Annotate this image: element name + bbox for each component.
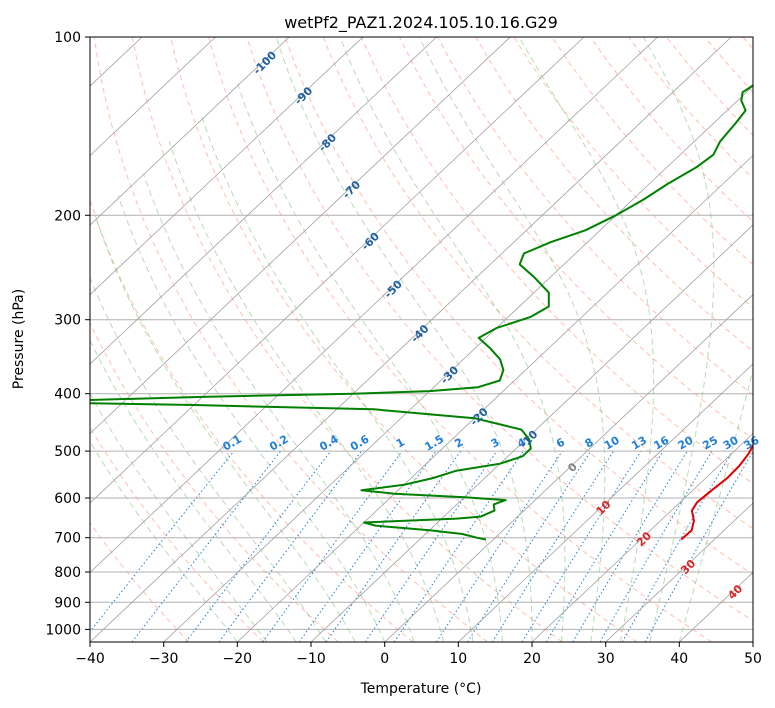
isotherm	[90, 37, 364, 296]
dewpoint-profile	[90, 84, 753, 541]
isotherm	[605, 502, 753, 642]
y-tick-label: 600	[54, 491, 81, 507]
x-axis: −40 −30 −20 −10 0 10 20 30 40 50	[75, 642, 762, 667]
isotherm	[90, 37, 216, 157]
moist-adiabat	[90, 339, 297, 642]
x-axis-title: Temperature (°C)	[360, 681, 482, 697]
y-tick-label: 900	[54, 595, 81, 611]
isotherm	[458, 363, 753, 642]
isotherm	[384, 293, 753, 642]
mixing-ratio-line	[467, 450, 592, 642]
isotherm	[237, 154, 753, 642]
x-tick-label: −40	[75, 651, 105, 667]
moist-adiabat	[339, 37, 566, 642]
x-tick-label: 20	[523, 651, 541, 667]
mixing-ratio-line	[364, 450, 498, 642]
moist-adiabat	[237, 83, 503, 642]
mixing-ratio-line	[545, 450, 664, 642]
temperature-profile	[680, 443, 753, 541]
mixing-ratio-line	[185, 450, 332, 642]
moist-adiabat	[200, 114, 474, 642]
isotherm	[90, 37, 585, 504]
y-tick-label: 500	[54, 444, 81, 460]
isotherm	[531, 432, 753, 642]
isotherm-lines	[90, 37, 753, 642]
moist-adiabat	[418, 37, 606, 642]
dry-adiabat	[475, 37, 753, 352]
y-tick-label: 800	[54, 565, 81, 581]
moist-adiabat	[142, 173, 415, 642]
mixing-ratio-line	[218, 450, 362, 642]
dry-adiabat	[170, 37, 638, 642]
isotherm	[90, 37, 511, 435]
mixing-ratio-line	[325, 450, 462, 642]
dry-adiabat	[131, 37, 563, 642]
mixing-ratio-line	[90, 450, 235, 633]
isotherm	[90, 37, 732, 642]
y-tick-label: 200	[54, 208, 81, 224]
dry-adiabat	[284, 37, 753, 576]
y-axis: 100 200 300 400 500 600 700 800 900 1000	[45, 30, 90, 638]
isotherm	[90, 37, 290, 226]
plot-frame	[89, 36, 754, 643]
y-axis-title: Pressure (hPa)	[11, 289, 27, 389]
dry-adiabat	[90, 521, 190, 642]
x-tick-label: 10	[449, 651, 467, 667]
chart-title: wetPf2_PAZ1.2024.105.10.16.G29	[284, 13, 558, 33]
x-tick-label: −20	[223, 651, 253, 667]
mixing-ratio-line	[262, 450, 403, 642]
x-tick-label: 30	[597, 651, 615, 667]
dry-adiabat	[398, 37, 753, 440]
moist-adiabat	[642, 37, 715, 642]
isotherm	[90, 37, 658, 574]
moist-adiabat	[90, 276, 327, 642]
dry-adiabat	[90, 198, 414, 642]
moist-adiabat	[275, 37, 533, 642]
dry-adiabat	[208, 37, 712, 642]
isotherm	[310, 224, 753, 642]
x-tick-label: 0	[380, 651, 389, 667]
y-tick-label: 100	[54, 30, 81, 46]
x-tick-label: −10	[296, 651, 326, 667]
x-tick-label: 40	[670, 651, 688, 667]
y-tick-label: 300	[54, 313, 81, 329]
profile-lines	[90, 84, 753, 541]
isotherm	[90, 37, 437, 365]
moist-adiabat	[678, 367, 753, 642]
y-tick-label: 400	[54, 387, 81, 403]
dry-adiabat	[246, 37, 753, 622]
y-tick-label: 1000	[45, 622, 81, 638]
moist-adiabat	[117, 195, 386, 642]
mixing-ratio-line	[435, 450, 563, 642]
dry-adiabat	[437, 37, 753, 396]
y-tick-label: 700	[54, 531, 81, 547]
moist-adiabat	[518, 37, 655, 642]
dry-adiabat	[93, 37, 488, 642]
x-tick-label: 50	[744, 651, 762, 667]
moist-adiabat	[94, 215, 356, 642]
x-tick-label: −30	[149, 651, 179, 667]
isotherm	[163, 85, 753, 642]
moist-adiabat	[90, 392, 268, 642]
